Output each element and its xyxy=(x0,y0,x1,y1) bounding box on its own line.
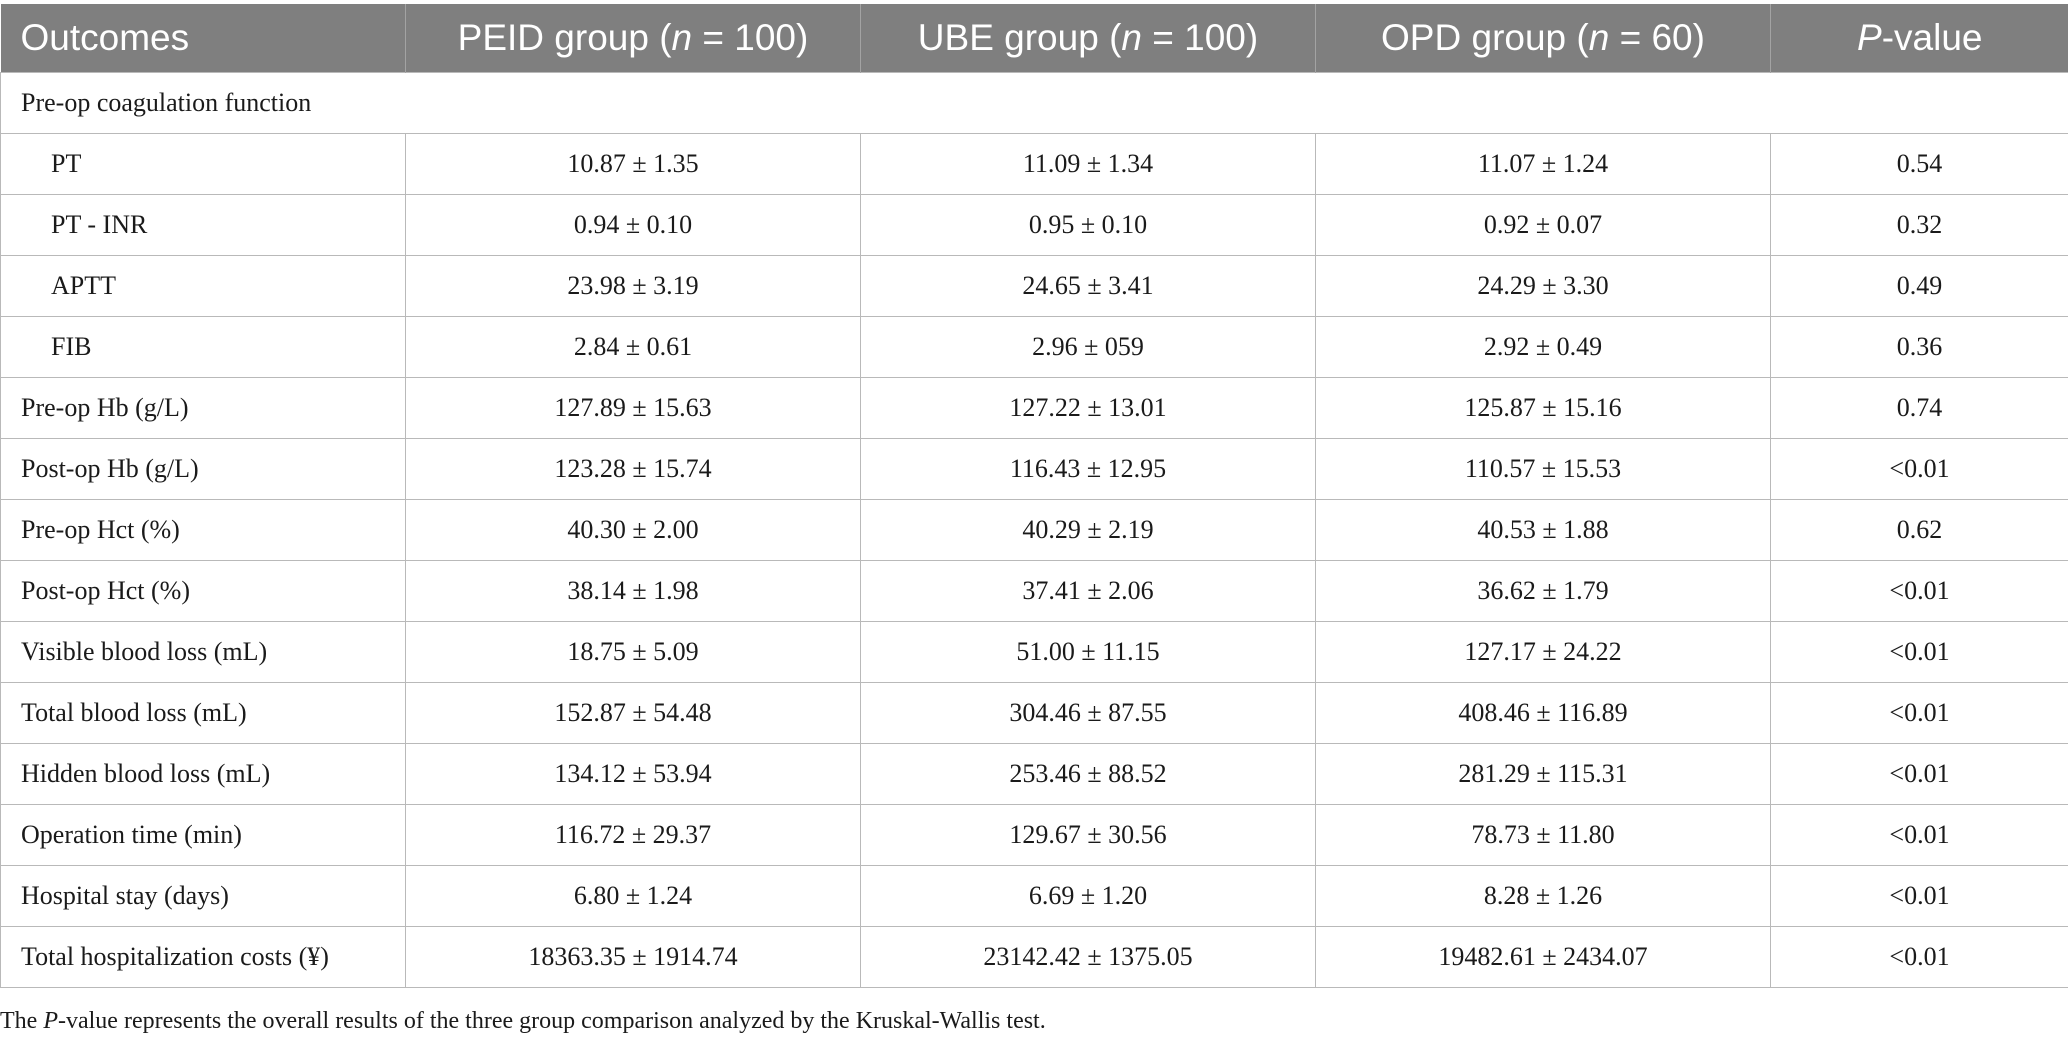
p-value: <0.01 xyxy=(1770,438,2068,500)
opd-value: 36.62 ± 1.79 xyxy=(1315,560,1771,622)
opd-value: 24.29 ± 3.30 xyxy=(1315,255,1771,317)
peid-value: 127.89 ± 15.63 xyxy=(405,377,861,439)
header-p-value: P-value xyxy=(1770,4,2068,73)
row-label: PT - INR xyxy=(0,194,406,256)
table-row: Pre-op Hb (g/L) 127.89 ± 15.63 127.22 ± 13… xyxy=(0,377,2068,439)
ube-value: 24.65 ± 3.41 xyxy=(860,255,1316,317)
opd-value: 281.29 ± 115.31 xyxy=(1315,743,1771,805)
results-table: Outcomes PEID group (n = 100) UBE group … xyxy=(0,4,2068,988)
table-row: Pre-op Hct (%) 40.30 ± 2.00 40.29 ± 2.19 40… xyxy=(0,499,2068,561)
row-label: Post-op Hb (g/L) xyxy=(0,438,406,500)
peid-value: 2.84 ± 0.61 xyxy=(405,316,861,378)
p-value: 0.54 xyxy=(1770,133,2068,195)
ube-value: 40.29 ± 2.19 xyxy=(860,499,1316,561)
ube-value: 37.41 ± 2.06 xyxy=(860,560,1316,622)
ube-value: 253.46 ± 88.52 xyxy=(860,743,1316,805)
row-label: Hidden blood loss (mL) xyxy=(0,743,406,805)
peid-value: 18.75 ± 5.09 xyxy=(405,621,861,683)
row-label: Post-op Hct (%) xyxy=(0,560,406,622)
row-label: PT xyxy=(0,133,406,195)
p-value: <0.01 xyxy=(1770,926,2068,988)
header-peid-group: PEID group (n = 100) xyxy=(405,4,861,73)
opd-value: 78.73 ± 11.80 xyxy=(1315,804,1771,866)
table-footnote: The P-value represents the overall resul… xyxy=(0,1008,1046,1034)
p-value: <0.01 xyxy=(1770,621,2068,683)
p-value: 0.62 xyxy=(1770,499,2068,561)
opd-value: 19482.61 ± 2434.07 xyxy=(1315,926,1771,988)
opd-value: 40.53 ± 1.88 xyxy=(1315,499,1771,561)
peid-value: 116.72 ± 29.37 xyxy=(405,804,861,866)
header-opd-group: OPD group (n = 60) xyxy=(1315,4,1771,73)
p-value: <0.01 xyxy=(1770,682,2068,744)
peid-value: 134.12 ± 53.94 xyxy=(405,743,861,805)
table-row: PT - INR 0.94 ± 0.10 0.95 ± 0.10 0.92 ± 0.0… xyxy=(0,194,2068,256)
peid-value: 152.87 ± 54.48 xyxy=(405,682,861,744)
p-value: <0.01 xyxy=(1770,865,2068,927)
ube-value: 129.67 ± 30.56 xyxy=(860,804,1316,866)
row-label: Hospital stay (days) xyxy=(0,865,406,927)
ube-value: 6.69 ± 1.20 xyxy=(860,865,1316,927)
opd-value: 2.92 ± 0.49 xyxy=(1315,316,1771,378)
ube-value: 23142.42 ± 1375.05 xyxy=(860,926,1316,988)
table-row: Total hospitalization costs (¥) 18363.35 … xyxy=(0,926,2068,988)
opd-value: 110.57 ± 15.53 xyxy=(1315,438,1771,500)
table-row: Post-op Hct (%) 38.14 ± 1.98 37.41 ± 2.06 3… xyxy=(0,560,2068,622)
section-row: Pre-op coagulation function xyxy=(0,72,2068,134)
ube-value: 2.96 ± 059 xyxy=(860,316,1316,378)
ube-value: 0.95 ± 0.10 xyxy=(860,194,1316,256)
table-row: APTT 23.98 ± 3.19 24.65 ± 3.41 24.29 ± 3.30… xyxy=(0,255,2068,317)
opd-value: 11.07 ± 1.24 xyxy=(1315,133,1771,195)
ube-value: 116.43 ± 12.95 xyxy=(860,438,1316,500)
section-label-coagulation: Pre-op coagulation function xyxy=(0,72,2068,134)
table-row: FIB 2.84 ± 0.61 2.96 ± 059 2.92 ± 0.49 0.36 xyxy=(0,316,2068,378)
table-row: Operation time (min) 116.72 ± 29.37 129.67… xyxy=(0,804,2068,866)
peid-value: 123.28 ± 15.74 xyxy=(405,438,861,500)
table-row: Total blood loss (mL) 152.87 ± 54.48 304.4… xyxy=(0,682,2068,744)
peid-value: 40.30 ± 2.00 xyxy=(405,499,861,561)
p-value: 0.74 xyxy=(1770,377,2068,439)
p-value: <0.01 xyxy=(1770,804,2068,866)
header-row: Outcomes PEID group (n = 100) UBE group … xyxy=(0,4,2068,73)
p-value: 0.32 xyxy=(1770,194,2068,256)
p-value: <0.01 xyxy=(1770,560,2068,622)
peid-value: 18363.35 ± 1914.74 xyxy=(405,926,861,988)
table-row: Hospital stay (days) 6.80 ± 1.24 6.69 ± 1.… xyxy=(0,865,2068,927)
peid-value: 10.87 ± 1.35 xyxy=(405,133,861,195)
opd-value: 127.17 ± 24.22 xyxy=(1315,621,1771,683)
ube-value: 304.46 ± 87.55 xyxy=(860,682,1316,744)
table-header: Outcomes PEID group (n = 100) UBE group … xyxy=(0,4,2068,73)
row-label: Pre-op Hct (%) xyxy=(0,499,406,561)
table-row: Hidden blood loss (mL) 134.12 ± 53.94 253.… xyxy=(0,743,2068,805)
row-label: APTT xyxy=(0,255,406,317)
ube-value: 127.22 ± 13.01 xyxy=(860,377,1316,439)
table-row: Visible blood loss (mL) 18.75 ± 5.09 51.00… xyxy=(0,621,2068,683)
header-ube-group: UBE group (n = 100) xyxy=(860,4,1316,73)
opd-value: 0.92 ± 0.07 xyxy=(1315,194,1771,256)
table-body: Pre-op coagulation function PT 10.87 ± 1.… xyxy=(0,72,2068,988)
row-label: Total blood loss (mL) xyxy=(0,682,406,744)
p-value: <0.01 xyxy=(1770,743,2068,805)
row-label: Pre-op Hb (g/L) xyxy=(0,377,406,439)
peid-value: 6.80 ± 1.24 xyxy=(405,865,861,927)
header-outcomes: Outcomes xyxy=(0,4,406,73)
table-row: PT 10.87 ± 1.35 11.09 ± 1.34 11.07 ± 1.24 0.… xyxy=(0,133,2068,195)
peid-value: 23.98 ± 3.19 xyxy=(405,255,861,317)
opd-value: 125.87 ± 15.16 xyxy=(1315,377,1771,439)
table-row: Post-op Hb (g/L) 123.28 ± 15.74 116.43 ± 1… xyxy=(0,438,2068,500)
row-label: Visible blood loss (mL) xyxy=(0,621,406,683)
opd-value: 8.28 ± 1.26 xyxy=(1315,865,1771,927)
ube-value: 51.00 ± 11.15 xyxy=(860,621,1316,683)
row-label: Total hospitalization costs (¥) xyxy=(0,926,406,988)
results-table-container: Outcomes PEID group (n = 100) UBE group … xyxy=(0,4,2068,988)
peid-value: 38.14 ± 1.98 xyxy=(405,560,861,622)
row-label: Operation time (min) xyxy=(0,804,406,866)
opd-value: 408.46 ± 116.89 xyxy=(1315,682,1771,744)
ube-value: 11.09 ± 1.34 xyxy=(860,133,1316,195)
peid-value: 0.94 ± 0.10 xyxy=(405,194,861,256)
p-value: 0.49 xyxy=(1770,255,2068,317)
p-value: 0.36 xyxy=(1770,316,2068,378)
row-label: FIB xyxy=(0,316,406,378)
